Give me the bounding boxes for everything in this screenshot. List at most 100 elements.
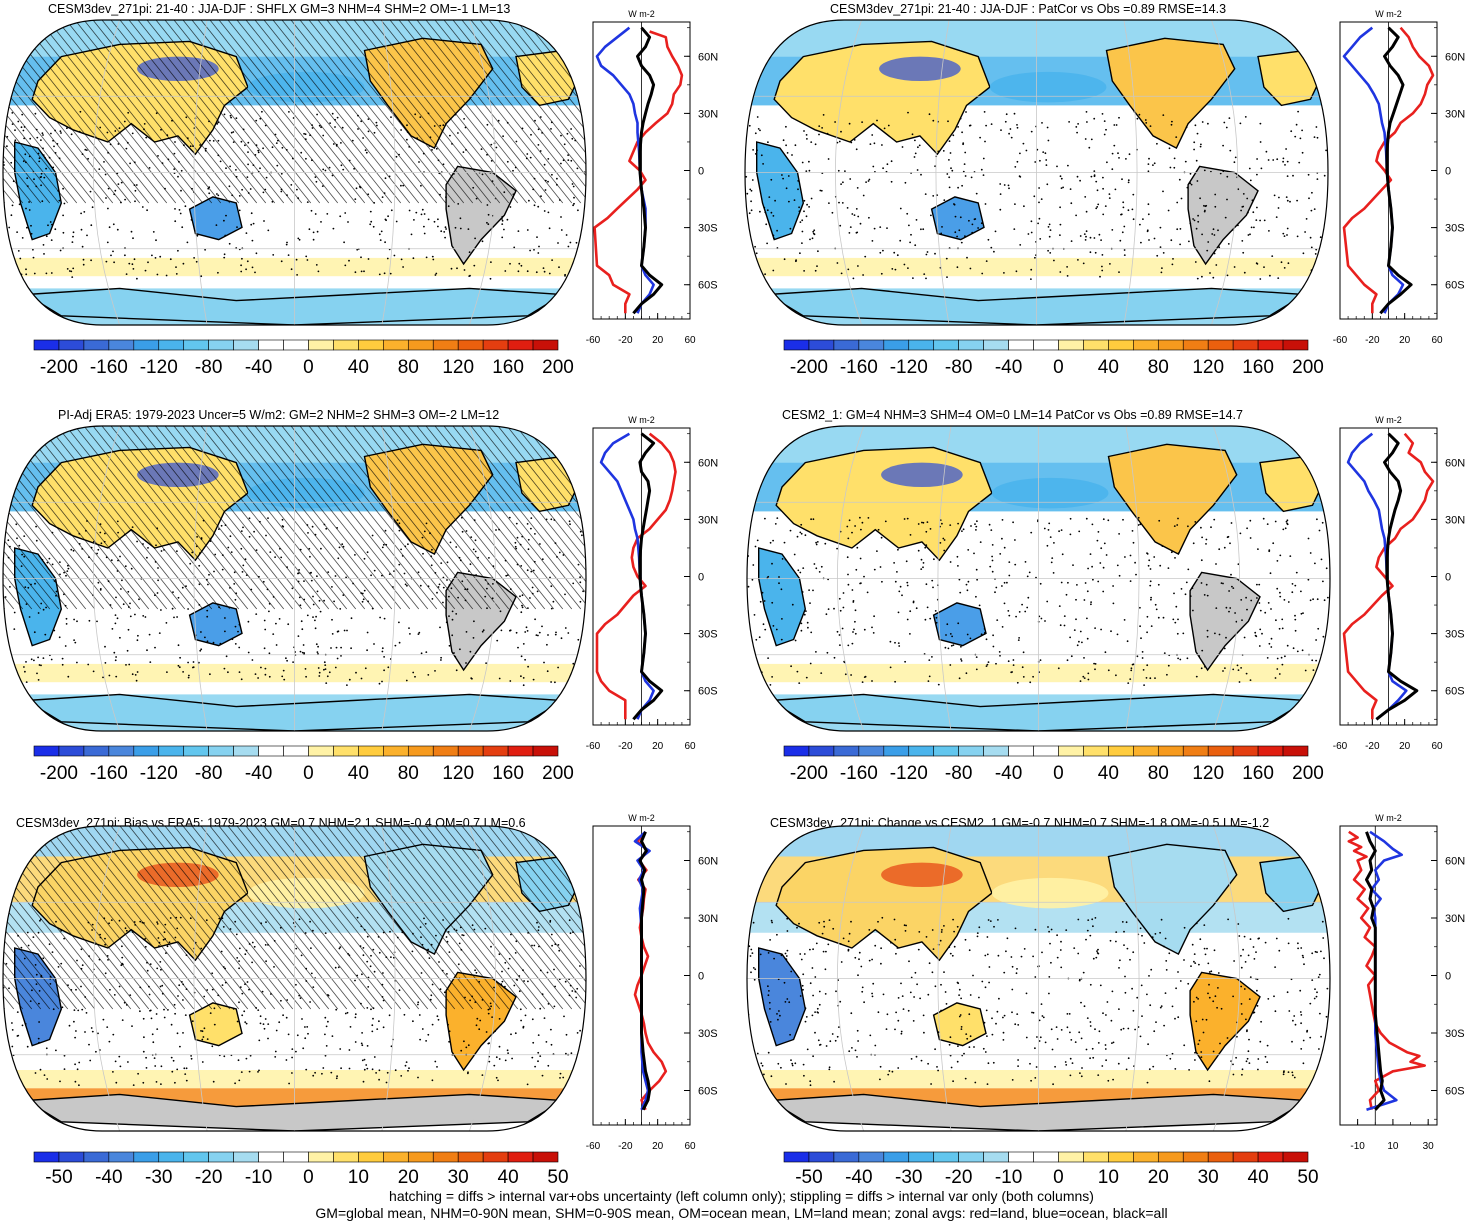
stipple-dot xyxy=(1281,663,1284,666)
stipple-dot xyxy=(565,234,568,236)
stipple-dot xyxy=(134,674,137,676)
stipple-dot xyxy=(149,1009,151,1012)
stipple-dot xyxy=(780,638,783,641)
stipple-dot xyxy=(367,118,370,120)
stipple-dot xyxy=(1232,995,1234,998)
colorbar-swatch xyxy=(983,339,1009,351)
stipple-dot xyxy=(145,1067,148,1069)
stipple-dot xyxy=(1197,998,1199,1000)
colorbar-label: 200 xyxy=(1292,357,1324,378)
zonal-x-label: 20 xyxy=(1399,335,1411,346)
stipple-dot xyxy=(301,1018,303,1020)
stipple-dot xyxy=(332,227,335,230)
stipple-dot xyxy=(312,595,314,598)
stipple-dot xyxy=(198,564,201,567)
stipple-dot xyxy=(66,268,69,270)
colorbar-swatch xyxy=(208,339,234,351)
stipple-dot xyxy=(1071,1062,1074,1064)
stipple-dot xyxy=(461,580,464,583)
stipple-dot xyxy=(297,237,300,240)
stipple-dot xyxy=(473,264,476,267)
stipple-dot xyxy=(34,1072,37,1074)
stipple-dot xyxy=(386,1071,389,1074)
stipple-dot xyxy=(1309,599,1312,602)
stipple-dot xyxy=(474,539,477,542)
stipple-dot xyxy=(895,1011,897,1014)
stipple-dot xyxy=(790,665,792,668)
stipple-dot xyxy=(767,1051,770,1054)
stipple-dot xyxy=(153,1057,156,1059)
stipple-dot xyxy=(440,659,442,661)
stipple-dot xyxy=(838,634,841,636)
stipple-dot xyxy=(400,129,402,131)
stipple-dot xyxy=(1264,611,1267,614)
stipple-dot xyxy=(846,207,849,209)
stipple-dot xyxy=(775,628,778,631)
colorbar-swatch xyxy=(457,339,484,351)
colorbar-swatch xyxy=(383,745,409,757)
stipple-dot xyxy=(537,205,540,208)
stipple-dot xyxy=(932,195,935,197)
stipple-dot xyxy=(1154,933,1157,935)
stipple-dot xyxy=(263,220,265,222)
stipple-dot xyxy=(89,190,92,193)
stipple-dot xyxy=(339,215,342,218)
map-body xyxy=(3,826,586,1131)
stipple-dot xyxy=(921,521,923,524)
stipple-dot xyxy=(966,1037,969,1040)
stipple-dot xyxy=(34,112,37,115)
stipple-dot xyxy=(759,953,762,956)
stipple-dot xyxy=(1122,1027,1125,1030)
stipple-dot xyxy=(1002,1031,1005,1034)
hatch-line xyxy=(515,20,586,204)
stipple-dot xyxy=(341,543,344,546)
stipple-dot xyxy=(786,917,789,920)
stipple-dot xyxy=(956,1060,959,1063)
stipple-dot xyxy=(1287,262,1290,265)
stipple-dot xyxy=(402,266,404,268)
colorbar: -50 -40 -30 -20 -10 0 10 20 30 40 50 xyxy=(33,1151,569,1184)
stipple-dot xyxy=(419,116,422,118)
stipple-dot xyxy=(540,195,542,198)
stipple-dot xyxy=(366,551,369,554)
stipple-dot xyxy=(1297,110,1299,113)
stipple-dot xyxy=(113,651,116,654)
stipple-dot xyxy=(457,963,460,966)
stipple-dot xyxy=(528,199,530,202)
stipple-dot xyxy=(1317,1082,1319,1085)
stipple-dot xyxy=(793,199,796,202)
stipple-dot xyxy=(1109,263,1111,265)
stipple-dot xyxy=(11,112,14,114)
stipple-dot xyxy=(503,191,506,194)
stipple-dot xyxy=(758,1078,761,1081)
stipple-dot xyxy=(1300,1022,1302,1025)
stipple-dot xyxy=(1309,1036,1312,1039)
stipple-dot xyxy=(280,172,283,175)
stipple-dot xyxy=(948,140,951,143)
stipple-dot xyxy=(1163,1024,1165,1027)
stipple-dot xyxy=(1114,188,1117,191)
stipple-dot xyxy=(1130,667,1133,670)
stipple-dot xyxy=(37,656,39,659)
stipple-dot xyxy=(135,679,138,682)
stipple-dot xyxy=(1095,180,1098,183)
stipple-dot xyxy=(1044,152,1047,155)
graticule xyxy=(747,426,1330,731)
stipple-dot xyxy=(512,169,514,172)
stipple-dot xyxy=(324,1016,327,1019)
stipple-dot xyxy=(992,634,994,637)
stipple-dot xyxy=(155,112,158,115)
stipple-dot xyxy=(144,945,147,948)
stipple-dot xyxy=(501,236,504,239)
stipple-dot xyxy=(1242,193,1245,195)
stipple-dot xyxy=(808,169,811,172)
stipple-dot xyxy=(287,1033,290,1036)
stipple-dot xyxy=(378,1078,380,1081)
stipple-dot xyxy=(241,571,244,573)
stipple-dot xyxy=(1218,633,1221,636)
colorbar-label: 200 xyxy=(542,763,574,784)
stipple-dot xyxy=(238,209,241,212)
stipple-dot xyxy=(1036,1036,1038,1038)
stipple-dot xyxy=(1292,647,1295,650)
stipple-dot xyxy=(930,1083,932,1085)
